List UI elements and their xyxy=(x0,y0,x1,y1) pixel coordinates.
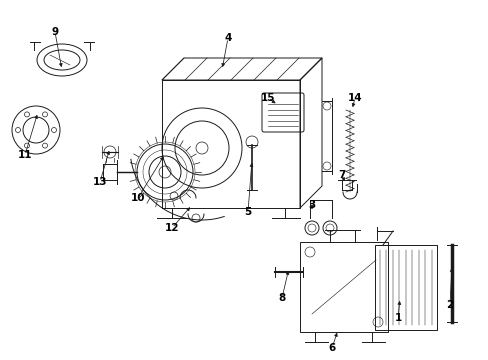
Text: 7: 7 xyxy=(338,170,345,180)
Text: 3: 3 xyxy=(308,200,315,210)
Text: 1: 1 xyxy=(393,313,401,323)
Text: 4: 4 xyxy=(224,33,231,43)
Text: 8: 8 xyxy=(278,293,285,303)
Text: 2: 2 xyxy=(446,300,453,310)
Text: 11: 11 xyxy=(18,150,32,160)
Text: 9: 9 xyxy=(51,27,59,37)
Text: 6: 6 xyxy=(328,343,335,353)
Text: 14: 14 xyxy=(347,93,362,103)
Text: 10: 10 xyxy=(130,193,145,203)
Text: 5: 5 xyxy=(244,207,251,217)
Text: 15: 15 xyxy=(260,93,275,103)
Text: 12: 12 xyxy=(164,223,179,233)
Text: 13: 13 xyxy=(93,177,107,187)
